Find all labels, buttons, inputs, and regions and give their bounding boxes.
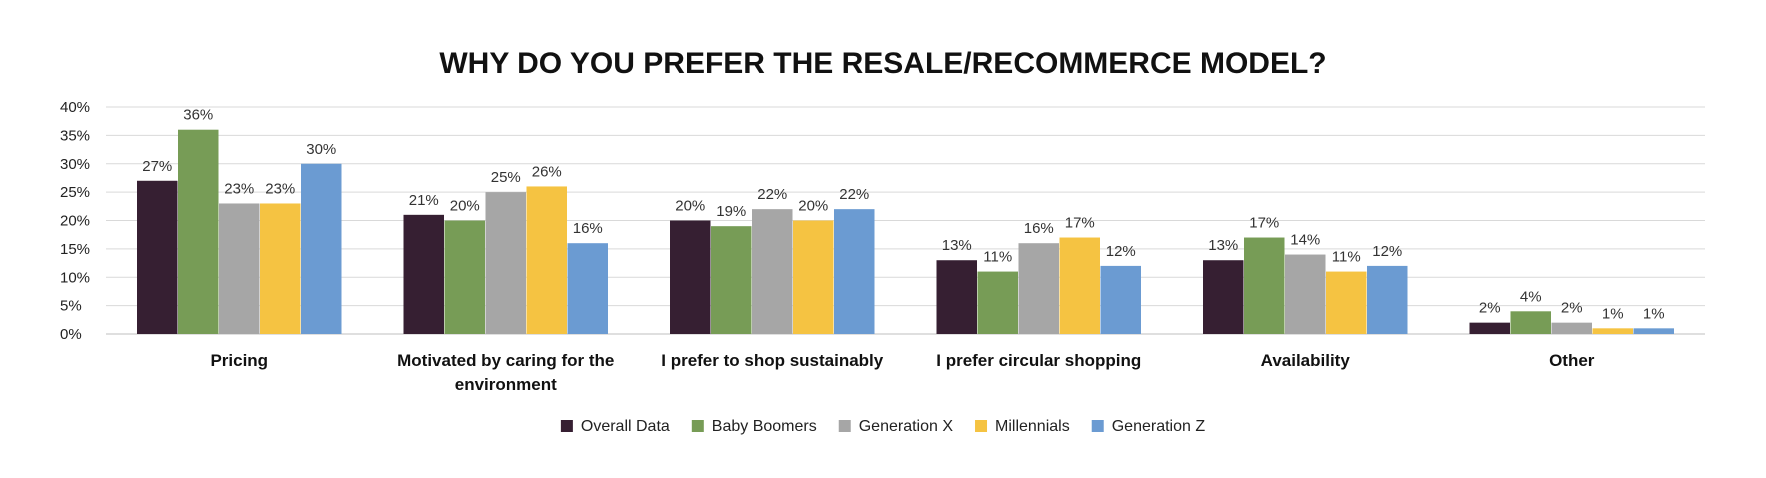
y-tick-label: 0%	[60, 326, 82, 343]
bar	[567, 243, 608, 334]
data-label: 19%	[716, 203, 746, 220]
data-label: 20%	[675, 198, 705, 215]
legend-label: Overall Data	[581, 418, 670, 435]
bar	[1244, 237, 1285, 334]
data-label: 20%	[450, 198, 480, 215]
category-label: Other	[1549, 351, 1595, 370]
data-label: 17%	[1065, 215, 1095, 232]
bar	[260, 203, 301, 334]
category-label: I prefer circular shopping	[936, 351, 1141, 370]
legend-swatch	[838, 420, 851, 432]
data-label: 17%	[1249, 215, 1279, 232]
x-axis-categories: Pricing Motivated by caring for the enviro…	[210, 351, 1594, 394]
bar	[834, 209, 875, 334]
data-label: 1%	[1643, 305, 1665, 322]
legend-label: Millennials	[995, 418, 1070, 435]
bar	[1326, 271, 1367, 334]
data-label: 2%	[1561, 300, 1583, 317]
data-label: 23%	[265, 180, 295, 197]
category-label: Pricing	[210, 351, 268, 370]
bar	[219, 203, 260, 334]
y-tick-label: 15%	[60, 241, 90, 258]
legend-item: Generation X	[838, 418, 954, 435]
category-label: Availability	[1261, 351, 1351, 370]
data-label: 20%	[798, 198, 828, 215]
bar	[444, 220, 485, 334]
legend-label: Baby Boomers	[712, 418, 817, 435]
data-label: 26%	[532, 163, 562, 180]
bar	[403, 214, 444, 334]
data-label: 13%	[942, 237, 972, 254]
bar	[1059, 237, 1100, 334]
bar	[977, 271, 1018, 334]
data-label: 13%	[1208, 237, 1238, 254]
data-label: 22%	[839, 186, 869, 203]
bar	[1469, 322, 1510, 334]
data-label: 16%	[1024, 220, 1054, 237]
data-label: 12%	[1372, 243, 1402, 260]
bar	[936, 260, 977, 334]
legend-item: Generation Z	[1091, 418, 1206, 435]
legend-label: Generation X	[859, 418, 954, 435]
data-label: 25%	[491, 169, 521, 186]
legend-swatch	[975, 420, 988, 432]
data-label: 14%	[1290, 232, 1320, 249]
y-tick-label: 25%	[60, 184, 90, 201]
bar	[1551, 322, 1592, 334]
data-label: 12%	[1106, 243, 1136, 260]
bar	[1018, 243, 1059, 334]
bars	[137, 129, 1674, 334]
data-label: 30%	[306, 141, 336, 158]
bar	[1285, 254, 1326, 334]
bar	[793, 220, 834, 334]
category-label: environment	[455, 375, 557, 394]
y-axis-ticks: 0% 5% 10% 15% 20% 25% 30% 35% 40%	[60, 99, 90, 343]
bar	[178, 129, 219, 334]
data-label: 11%	[983, 249, 1012, 266]
y-tick-label: 40%	[60, 99, 90, 116]
legend: Overall Data Baby Boomers Generation X Mill…	[560, 418, 1206, 435]
y-tick-label: 10%	[60, 269, 90, 286]
legend-item: Baby Boomers	[691, 418, 817, 435]
bar	[137, 180, 178, 334]
chart-title: WHY DO YOU PREFER THE RESALE/RECOMMERCE …	[439, 47, 1326, 80]
data-labels: 27% 36% 23% 23% 30% 21% 20% 25% 26% 16% 20% 19% 22% 2…	[142, 107, 1664, 323]
bar	[526, 186, 567, 334]
data-label: 16%	[573, 220, 603, 237]
category-label: I prefer to shop sustainably	[661, 351, 884, 370]
bar	[1203, 260, 1244, 334]
data-label: 4%	[1520, 288, 1542, 305]
legend-item: Overall Data	[560, 418, 670, 435]
legend-swatch	[691, 420, 704, 432]
y-tick-label: 30%	[60, 156, 90, 173]
bar	[1510, 311, 1551, 334]
legend-item: Millennials	[975, 418, 1070, 435]
data-label: 11%	[1332, 249, 1361, 266]
data-label: 27%	[142, 158, 172, 175]
legend-label: Generation Z	[1112, 418, 1206, 435]
bar	[670, 220, 711, 334]
bar	[1100, 265, 1141, 334]
data-label: 22%	[757, 186, 787, 203]
y-tick-label: 5%	[60, 298, 82, 315]
gridlines	[106, 106, 1705, 335]
bar	[1633, 328, 1674, 334]
bar	[485, 192, 526, 334]
data-label: 2%	[1479, 300, 1501, 317]
y-tick-label: 20%	[60, 213, 90, 230]
data-label: 36%	[183, 107, 213, 124]
category-label: Motivated by caring for the	[397, 351, 614, 370]
legend-swatch	[560, 420, 573, 432]
y-tick-label: 35%	[60, 127, 90, 144]
bar	[711, 226, 752, 334]
bar	[1367, 265, 1408, 334]
bar	[301, 163, 342, 334]
data-label: 1%	[1602, 305, 1624, 322]
data-label: 21%	[409, 192, 439, 209]
bar	[752, 209, 793, 334]
bar	[1592, 328, 1633, 334]
data-label: 23%	[224, 180, 254, 197]
legend-swatch	[1091, 420, 1104, 432]
